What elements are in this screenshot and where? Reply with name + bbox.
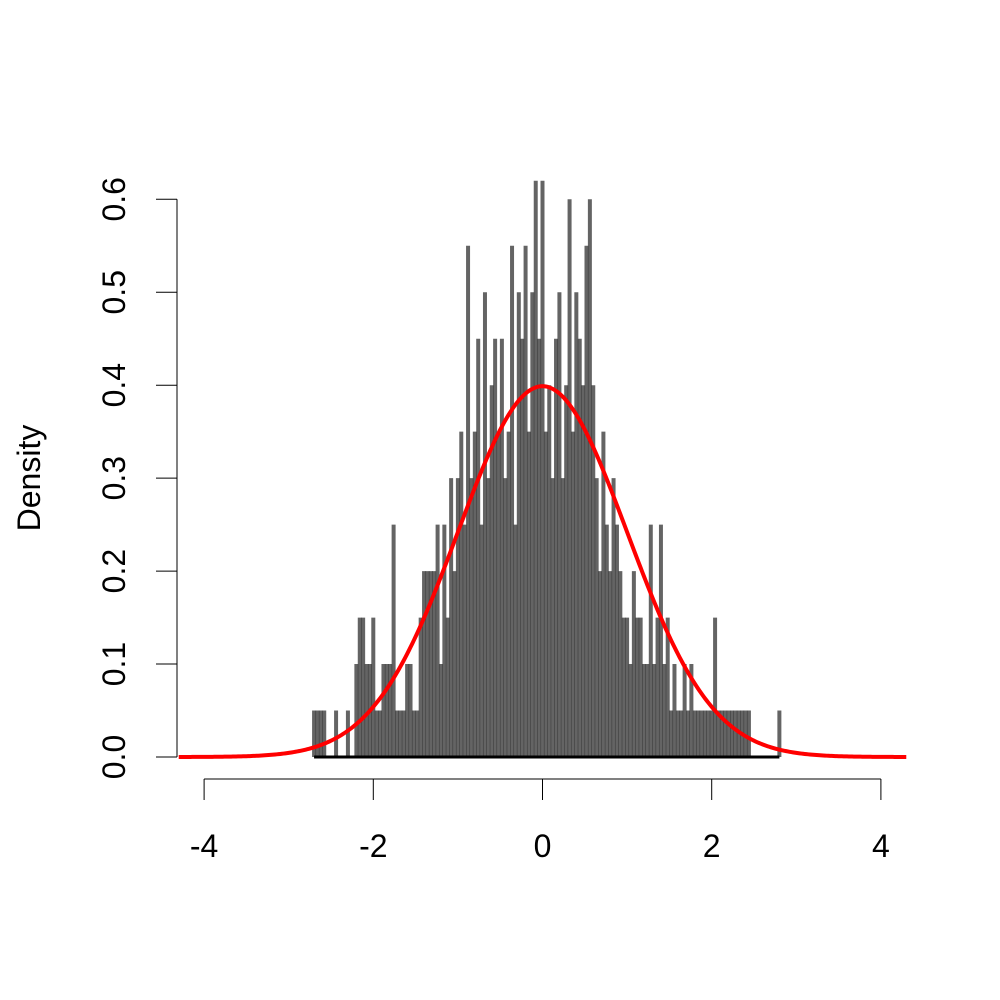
y-tick-label: 0.4 <box>96 363 132 407</box>
x-tick-label: 4 <box>872 828 890 864</box>
y-tick-label: 0.5 <box>96 270 132 314</box>
x-axis: -4 -2 0 2 4 <box>190 778 890 864</box>
x-tick-label: -2 <box>359 828 387 864</box>
x-tick-label: 2 <box>703 828 721 864</box>
y-axis-title: Density <box>11 425 47 532</box>
x-tick-label: 0 <box>534 828 552 864</box>
y-tick-label: 0.1 <box>96 642 132 686</box>
y-tick-label: 0.3 <box>96 456 132 500</box>
histogram-bars <box>312 180 782 757</box>
x-tick-label: -4 <box>190 828 218 864</box>
normal-density-curve <box>178 384 907 759</box>
y-axis: 0.0 0.1 0.2 0.3 0.4 0.5 0.6 <box>96 177 178 779</box>
y-tick-label: 0.6 <box>96 177 132 221</box>
y-tick-label: 0.0 <box>96 735 132 779</box>
y-tick-label: 0.2 <box>96 549 132 593</box>
